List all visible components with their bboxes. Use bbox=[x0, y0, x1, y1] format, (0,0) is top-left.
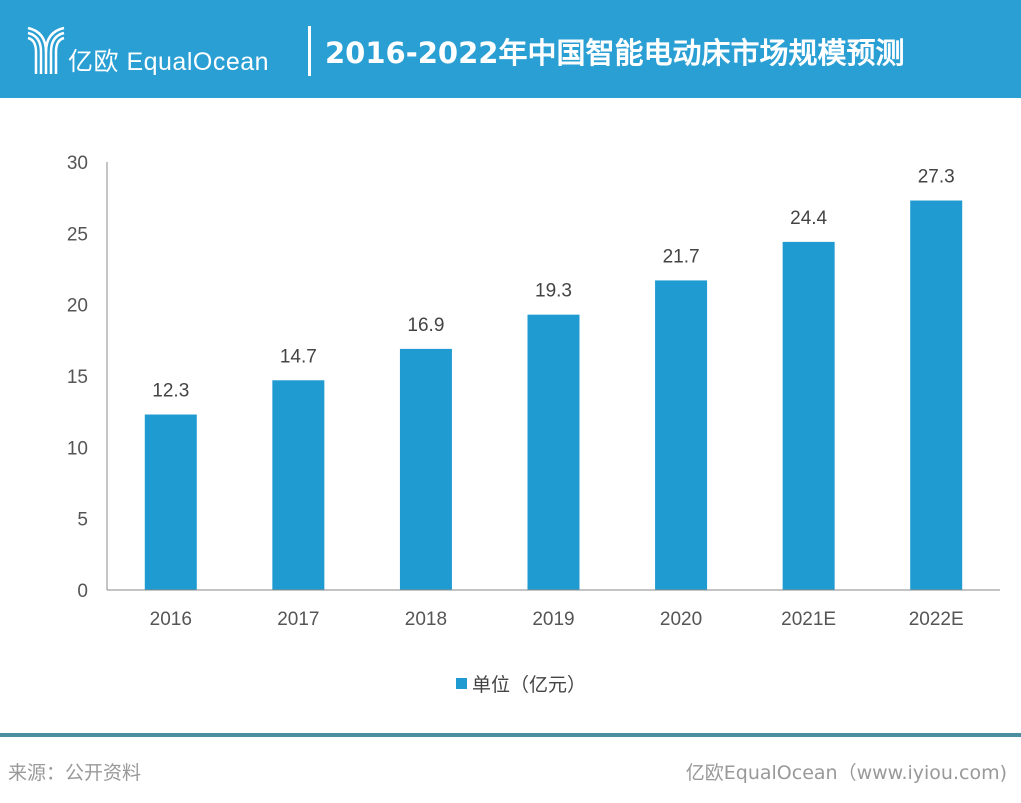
bar-2019 bbox=[527, 314, 580, 590]
y-tick-label: 5 bbox=[77, 510, 88, 531]
y-tick-label: 25 bbox=[67, 224, 88, 245]
chart-title: 2016-2022年中国智能电动床市场规模预测 bbox=[325, 36, 905, 70]
y-tick-label: 20 bbox=[67, 296, 88, 317]
credit-note: 亿欧EqualOcean（www.iyiou.com) bbox=[685, 762, 1007, 784]
x-tick-label: 2016 bbox=[150, 609, 192, 630]
y-tick-label: 10 bbox=[67, 438, 88, 459]
header-divider bbox=[308, 26, 311, 76]
bar-2020 bbox=[655, 280, 708, 590]
x-tick-label: 2021E bbox=[781, 609, 836, 630]
header-banner: 亿欧 EqualOcean 2016-2022年中国智能电动床市场规模预测 bbox=[0, 0, 1021, 98]
data-label: 21.7 bbox=[663, 246, 700, 267]
data-label: 12.3 bbox=[152, 381, 189, 402]
x-tick-label: 2019 bbox=[532, 609, 574, 630]
x-tick-label: 2020 bbox=[660, 609, 702, 630]
y-tick-label: 0 bbox=[77, 581, 88, 602]
legend: 单位（亿元） bbox=[456, 674, 586, 696]
x-axis: 2016 2017 2018 2019 2020 2021E 2022E bbox=[107, 589, 1000, 630]
bar-2018 bbox=[399, 348, 452, 590]
source-note: 来源：公开资料 bbox=[8, 762, 142, 784]
bar-2022E bbox=[910, 200, 963, 590]
x-tick-label: 2018 bbox=[405, 609, 447, 630]
legend-swatch bbox=[456, 678, 467, 689]
equalocean-logo-icon bbox=[27, 26, 65, 74]
x-tick-label: 2017 bbox=[277, 609, 319, 630]
legend-label: 单位（亿元） bbox=[472, 674, 586, 696]
footer-divider bbox=[0, 733, 1021, 737]
bar-2021E bbox=[782, 241, 835, 591]
bar-chart: 0 5 10 15 20 25 30 12.3 14.7 16.9 19.3 21.7 24.4 27.… bbox=[67, 153, 1000, 696]
data-label: 19.3 bbox=[535, 281, 572, 302]
data-label: 24.4 bbox=[790, 208, 827, 229]
y-tick-label: 30 bbox=[67, 153, 88, 174]
data-label: 27.3 bbox=[918, 167, 955, 188]
x-tick-label: 2022E bbox=[909, 609, 964, 630]
data-label: 16.9 bbox=[407, 315, 444, 336]
bar-2017 bbox=[272, 380, 325, 590]
data-label: 14.7 bbox=[280, 346, 317, 367]
bars: 12.3 14.7 16.9 19.3 21.7 24.4 27.3 bbox=[144, 167, 963, 591]
bar-2016 bbox=[144, 414, 197, 590]
y-axis: 0 5 10 15 20 25 30 bbox=[67, 153, 108, 602]
y-tick-label: 15 bbox=[67, 367, 88, 388]
brand-name: 亿欧 EqualOcean bbox=[68, 48, 270, 76]
